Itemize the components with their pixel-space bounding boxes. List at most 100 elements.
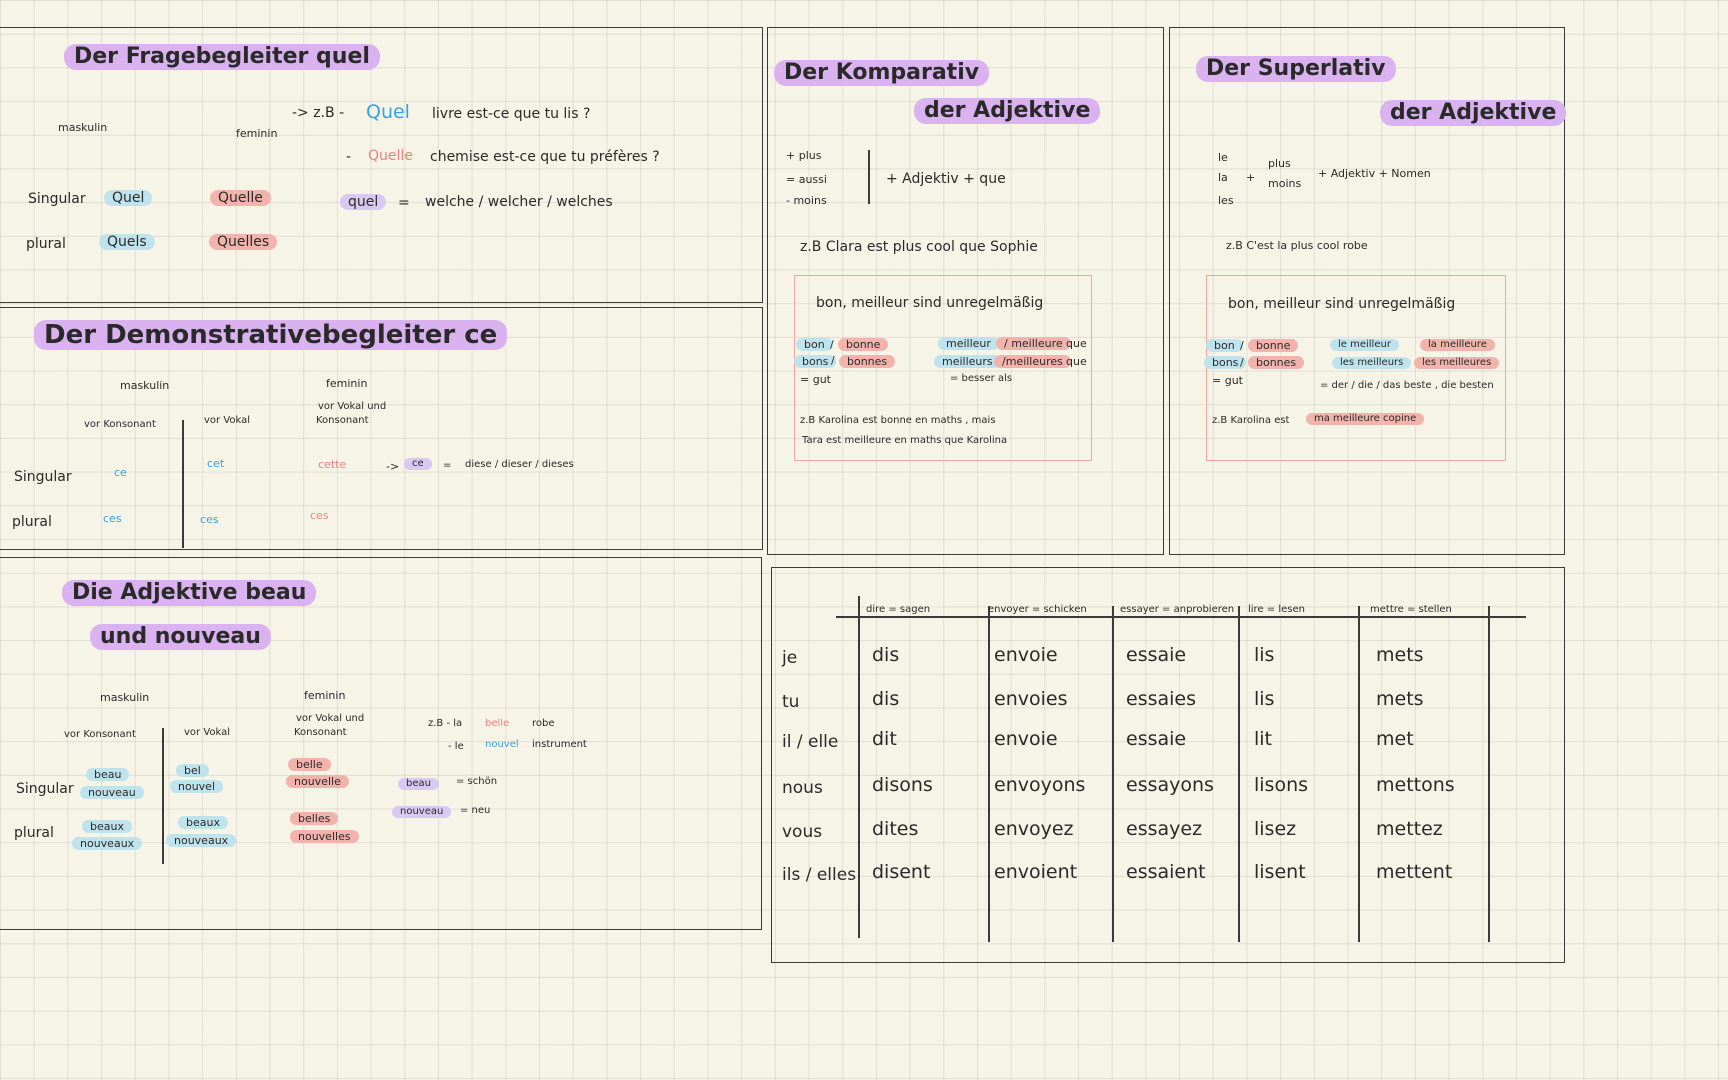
beau-card (0, 557, 762, 930)
superlativ-plus-sign: + (1246, 171, 1256, 184)
superlativ-irregular-head: bon, meilleur sind unregelmäßig (1228, 296, 1456, 312)
beau-sg-m-vokal-bel: bel (176, 764, 209, 777)
beau-tag-nouveau: nouveau (392, 806, 452, 818)
superlativ-la: la (1218, 171, 1228, 184)
quel-example1-rest: livre est-ce que tu lis ? (432, 106, 591, 122)
beau-sg-m-kons-beau: beau (86, 768, 130, 781)
beau-pl-f-nouvelles: nouvelles (290, 830, 359, 843)
verb-cell: mettez (1376, 818, 1443, 840)
verb-header-0: dire = sagen (866, 604, 931, 615)
beau-vor-vokal-label: vor Vokal (184, 727, 231, 738)
superlativ-def: = der / die / das beste , die besten (1320, 380, 1494, 391)
quel-example2-word: Quelle (368, 148, 413, 164)
verb-cell: dit (872, 728, 897, 750)
ce-pl-f: ces (310, 509, 329, 522)
superlativ-title-line1: Der Superlativ (1196, 56, 1396, 82)
komparativ-meilleure: / meilleure (996, 337, 1071, 350)
pronoun-4: vous (782, 822, 823, 842)
superlativ-bonnes: bonnes (1248, 356, 1305, 369)
superlativ-title-line2: der Adjektive (1380, 100, 1567, 126)
beau-tag-beau-def: = schön (456, 776, 498, 787)
komparativ-que2: que (1066, 355, 1087, 368)
verb-cell: disent (872, 861, 931, 883)
superlativ-bonne: bonne (1248, 339, 1299, 352)
verb-cell: dis (872, 688, 900, 710)
verb-cell: mets (1376, 688, 1424, 710)
komparativ-aussi: = aussi (786, 173, 827, 186)
quel-singular-label: Singular (28, 191, 86, 207)
verb-cell: lisez (1254, 818, 1297, 840)
beau-vor-kons-label: vor Konsonant (64, 729, 136, 740)
quel-card (0, 27, 763, 303)
ce-eq: = (443, 460, 452, 471)
verb-cell: disons (872, 774, 933, 796)
quel-sg-f: Quelle (210, 190, 271, 206)
verb-header-rule (836, 616, 1526, 618)
ce-feminin-label: feminin (326, 377, 368, 390)
beau-example1-pre: z.B - la (428, 718, 463, 729)
komparativ-moins: - moins (786, 194, 827, 207)
ce-vor-vokal-label: vor Vokal (204, 415, 251, 426)
ce-column-divider (182, 420, 184, 548)
verb-column-rule (988, 606, 990, 942)
verb-column-rule (1238, 606, 1240, 942)
komparativ-irregular-box (794, 275, 1092, 461)
quel-eq-word: quel (340, 194, 387, 210)
ce-sg-m-vokal: cet (207, 457, 225, 470)
komparativ-bons: bons (794, 355, 837, 368)
beau-example2-post: instrument (532, 739, 587, 750)
verb-cell: mets (1376, 644, 1424, 666)
superlativ-bons: bons (1204, 356, 1247, 369)
quel-example-prefix: -> z.B - (292, 105, 345, 121)
beau-sg-f-belle: belle (288, 758, 331, 771)
verb-cell: mettent (1376, 861, 1453, 883)
beau-pl-m-vokal-nouveaux: nouveaux (166, 834, 237, 847)
ce-arrow: -> (386, 460, 400, 473)
superlativ-gut: = gut (1212, 374, 1243, 387)
quel-eq-sign: = (398, 195, 410, 211)
quel-feminin-label: feminin (236, 127, 278, 140)
beau-title-line2: und nouveau (90, 624, 271, 650)
beau-pl-f-belles: belles (290, 812, 339, 825)
beau-example2-word: nouvel (485, 739, 519, 750)
ce-card (0, 307, 763, 550)
komparativ-slash2: / (831, 354, 835, 367)
beau-pl-m-kons-beaux: beaux (82, 820, 132, 833)
ce-sg-f: cette (318, 458, 347, 471)
komparativ-meilleures: /meilleures (994, 355, 1071, 368)
komparativ-irregular-head: bon, meilleur sind unregelmäßig (816, 295, 1044, 311)
quel-sg-m: Quel (104, 190, 153, 206)
verb-column-rule (1488, 606, 1490, 942)
verb-cell: lit (1254, 728, 1273, 750)
pronoun-1: tu (782, 692, 800, 712)
beau-tag-beau: beau (398, 778, 439, 790)
superlativ-example: z.B C'est la plus cool robe (1226, 239, 1368, 252)
ce-pl-m-vokal: ces (200, 513, 219, 526)
superlativ-slash2: / (1240, 356, 1244, 369)
ce-tag: ce (404, 458, 432, 470)
ce-plural-label: plural (12, 514, 52, 530)
verbs-card (771, 567, 1565, 963)
beau-pl-m-vokal-beaux: beaux (178, 816, 228, 829)
komparativ-title-line1: Der Komparativ (774, 60, 990, 86)
verb-column-rule (858, 596, 860, 938)
verb-column-rule (1358, 606, 1360, 942)
superlativ-example-pre: z.B Karolina est (1212, 415, 1290, 426)
beau-sg-m-vokal-nouvel: nouvel (170, 780, 224, 793)
beau-example1-post: robe (532, 718, 555, 729)
verb-cell: essayons (1126, 774, 1214, 796)
beau-title-line1: Die Adjektive beau (62, 580, 317, 606)
verb-cell: dites (872, 818, 919, 840)
verb-cell: essaies (1126, 688, 1196, 710)
verb-cell: envoyons (994, 774, 1086, 796)
komparativ-plus: + plus (786, 149, 822, 162)
beau-singular-label: Singular (16, 781, 74, 797)
ce-vor-kons-label: vor Konsonant (84, 419, 156, 430)
komparativ-que1: que (1066, 337, 1087, 350)
verb-header-1: envoyer = schicken (988, 604, 1087, 615)
superlativ-la-meilleure: la meilleure (1420, 339, 1495, 351)
verb-cell: lis (1254, 644, 1275, 666)
ce-pl-m-kons: ces (103, 512, 122, 525)
ce-title: Der Demonstrativebegleiter ce (34, 320, 508, 350)
komparativ-formula: + Adjektiv + que (886, 171, 1006, 187)
